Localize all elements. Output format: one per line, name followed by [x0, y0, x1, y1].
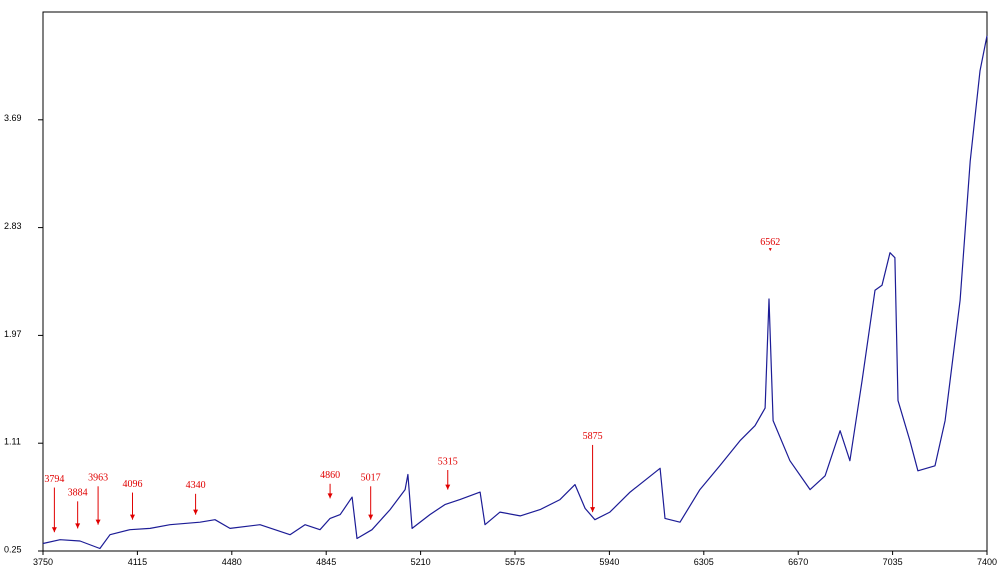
annotation-arrowhead [95, 519, 101, 525]
x-tick-label: 3750 [33, 557, 53, 567]
annotation-arrowhead [445, 484, 451, 490]
annotation-arrowhead [327, 493, 333, 499]
annotation-arrowhead [768, 248, 772, 252]
annotation-label: 3794 [44, 474, 64, 485]
x-tick-label: 5575 [505, 557, 525, 567]
annotation-label: 5017 [361, 473, 381, 484]
annotation-label: 5315 [438, 456, 458, 467]
x-tick-label: 6670 [788, 557, 808, 567]
annotation-arrowhead [590, 507, 596, 513]
annotation-label: 3884 [68, 488, 88, 499]
annotation-arrowhead [129, 514, 135, 520]
y-tick-label: 0.25 [4, 544, 22, 554]
annotation-label: 6562 [760, 237, 780, 248]
x-tick-label: 7400 [977, 557, 997, 567]
annotation-label: 4860 [320, 470, 340, 481]
y-tick-label: 3.69 [4, 113, 22, 123]
y-tick-label: 1.11 [4, 437, 21, 447]
spectrum-line [42, 35, 988, 550]
annotation-label: 4340 [186, 480, 206, 491]
annotation-arrowhead [368, 514, 374, 520]
annotation-arrowhead [51, 527, 57, 533]
annotation-arrowhead [193, 509, 199, 515]
x-tick-label: 7035 [883, 557, 903, 567]
y-tick-label: 1.97 [4, 329, 22, 339]
annotation-arrowhead [75, 523, 81, 529]
y-tick-label: 2.83 [4, 221, 22, 231]
plot-frame [42, 11, 988, 552]
annotation-label: 3963 [88, 473, 108, 484]
annotation-label: 5875 [583, 431, 603, 442]
x-tick-label: 4115 [128, 557, 147, 567]
x-tick-label: 5940 [599, 557, 619, 567]
x-tick-label: 4845 [316, 557, 336, 567]
annotation-label: 4096 [122, 479, 142, 490]
x-tick-label: 6305 [694, 557, 714, 567]
x-tick-label: 4480 [222, 557, 242, 567]
x-tick-label: 5210 [411, 557, 431, 567]
